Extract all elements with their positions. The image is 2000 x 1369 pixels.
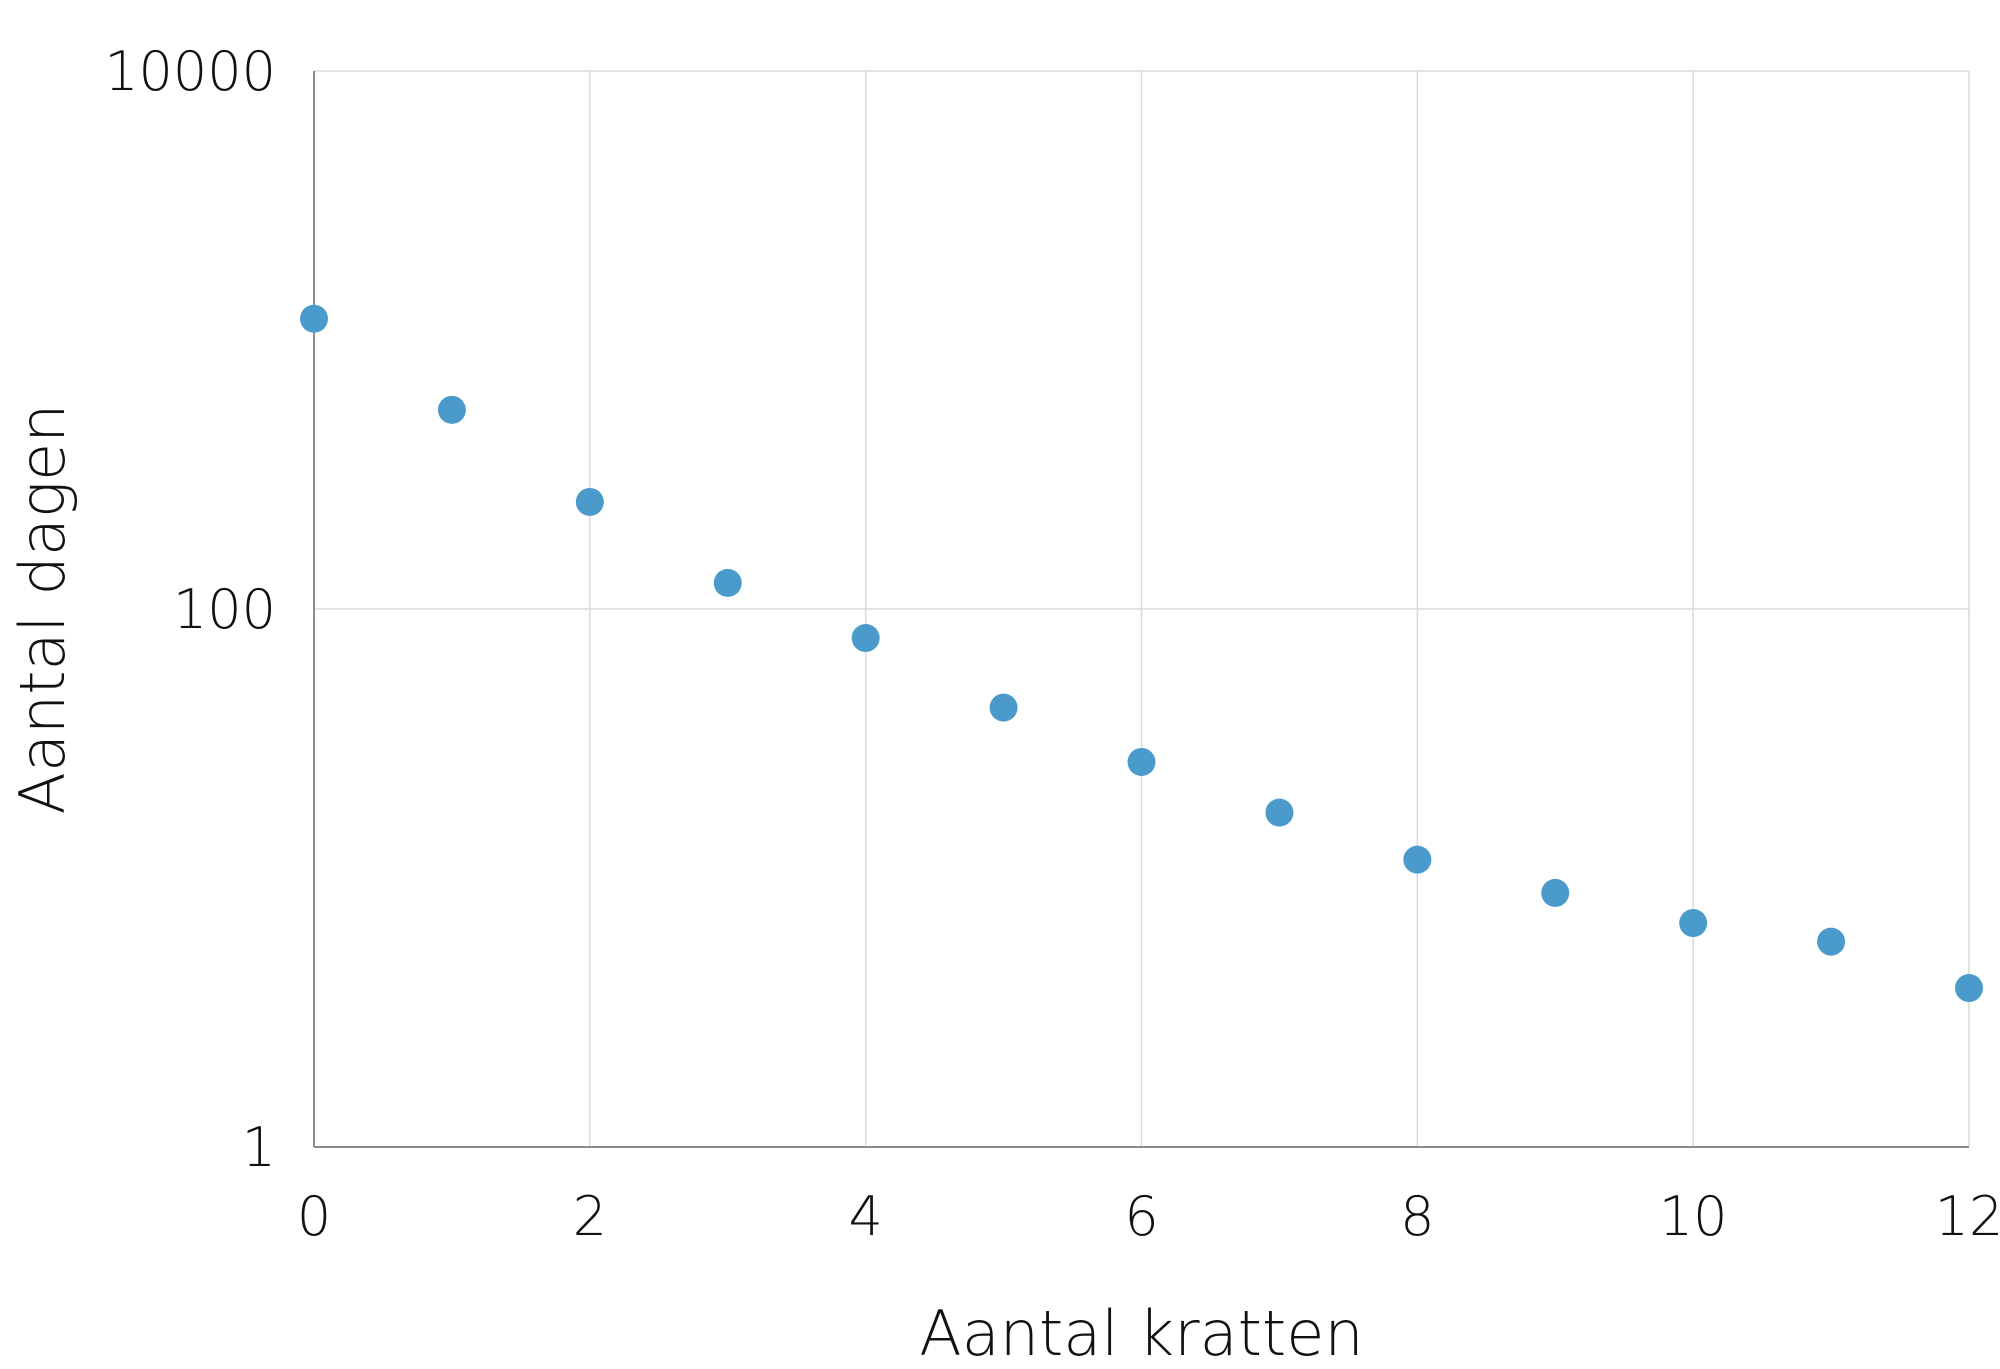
data-point	[1679, 909, 1708, 938]
data-point	[1955, 974, 1983, 1003]
data-point	[1265, 798, 1294, 827]
axes	[313, 71, 1969, 1148]
x-tick-label: 6	[1124, 1185, 1158, 1248]
y-tick-label: 1	[242, 1116, 276, 1179]
data-point	[437, 395, 466, 424]
data-point	[300, 304, 328, 333]
data-point	[1403, 845, 1432, 874]
data-point	[989, 693, 1018, 722]
x-tick-label: 4	[848, 1185, 882, 1248]
data-point	[1541, 878, 1570, 907]
x-axis-title: Aantal kratten	[919, 1297, 1363, 1369]
x-tick-label: 0	[297, 1185, 331, 1248]
data-point	[575, 487, 604, 516]
data-point	[1127, 747, 1156, 776]
y-axis-title: Aantal dagen	[6, 404, 79, 815]
x-tick-label: 8	[1400, 1185, 1434, 1248]
data-point	[1817, 927, 1846, 956]
x-tick-label: 2	[573, 1185, 607, 1248]
data-point	[713, 568, 742, 597]
y-tick-label: 100	[173, 578, 276, 641]
data-point	[851, 624, 880, 653]
y-tick-label: 10000	[104, 40, 276, 103]
x-tick-label: 10	[1659, 1185, 1728, 1248]
x-tick-label: 12	[1935, 1185, 2000, 1248]
data-points	[300, 304, 1983, 1003]
grid	[314, 70, 1970, 1147]
tick-labels: 0 2 4 6 8 10 12 1 100 10000	[104, 40, 2000, 1248]
